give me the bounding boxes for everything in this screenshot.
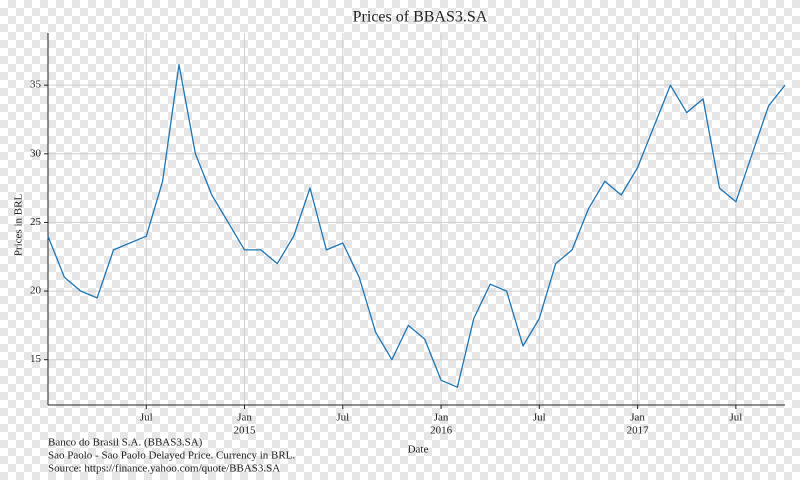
x-axis-label: Date [408,444,429,456]
chart-title: Prices of BBAS3.SA [353,9,488,26]
x-tick-year: 2015 [234,425,257,437]
x-tick-label: Jul [729,412,742,424]
note: Sao Paolo - Sao Paolo Delayed Price. Cur… [48,450,295,462]
note: Banco do Brasil S.A. (BBAS3.SA) [48,437,203,449]
y-tick-label: 15 [30,353,42,365]
x-tick-label: Jan [434,412,449,424]
x-tick-label: Jul [336,412,349,424]
note: Source: https://finance.yahoo.com/quote/… [48,463,280,475]
y-tick-label: 30 [30,147,42,159]
x-tick-year: 2016 [430,425,453,437]
y-tick-label: 20 [30,285,42,297]
x-tick-label: Jan [630,412,645,424]
price-line [47,63,786,388]
y-tick-label: 25 [30,216,42,228]
x-tick-label: Jul [533,412,546,424]
x-tick-label: Jul [140,412,153,424]
y-tick-label: 35 [30,79,42,91]
y-axis-label: Prices in BRL [13,194,25,257]
x-tick-label: Jan [237,412,252,424]
x-tick-year: 2017 [627,425,650,437]
